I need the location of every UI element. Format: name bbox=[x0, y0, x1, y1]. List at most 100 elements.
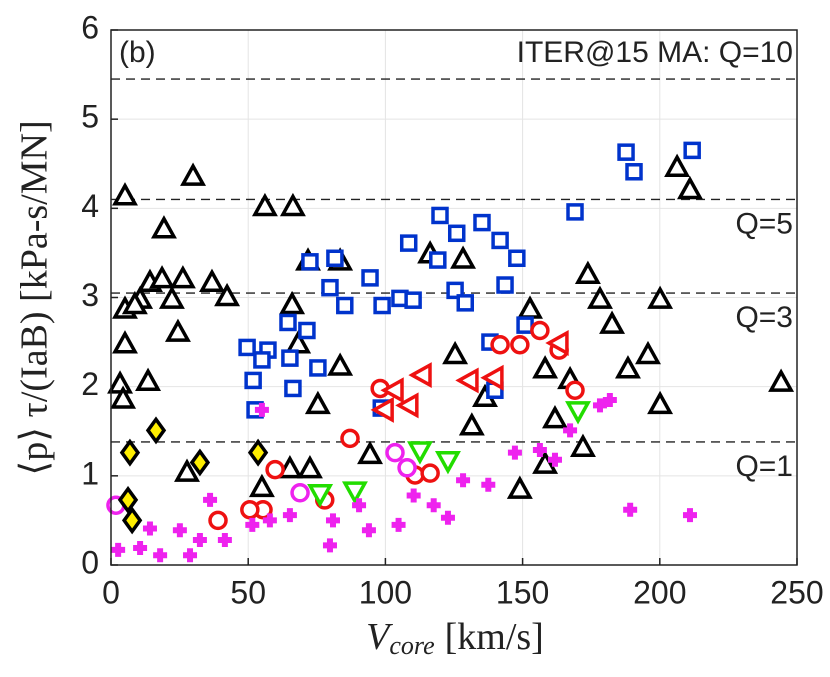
point bbox=[169, 265, 196, 289]
point bbox=[238, 338, 256, 357]
point bbox=[623, 502, 638, 517]
point bbox=[565, 401, 592, 425]
point bbox=[253, 351, 271, 369]
point bbox=[508, 249, 526, 268]
point bbox=[112, 182, 138, 206]
point bbox=[174, 458, 200, 482]
point bbox=[380, 377, 404, 404]
point bbox=[397, 458, 417, 478]
point bbox=[516, 316, 534, 334]
point bbox=[119, 438, 141, 467]
point bbox=[547, 452, 562, 467]
reference-label: ITER@15 MA: Q=10 bbox=[517, 36, 793, 69]
point bbox=[408, 362, 432, 389]
point bbox=[149, 265, 176, 289]
point bbox=[117, 485, 139, 514]
point bbox=[446, 281, 464, 300]
point bbox=[530, 320, 550, 341]
point bbox=[214, 282, 241, 307]
point bbox=[370, 396, 394, 423]
point bbox=[569, 433, 596, 457]
point bbox=[121, 506, 143, 535]
point bbox=[647, 285, 674, 309]
y-tick-label: 4 bbox=[81, 188, 99, 224]
point bbox=[625, 163, 643, 181]
panel-label: (b) bbox=[119, 36, 156, 69]
x-label-unit: [km/s] bbox=[445, 616, 544, 658]
point bbox=[507, 445, 522, 460]
point bbox=[282, 508, 297, 523]
point bbox=[473, 213, 491, 232]
plot-frame bbox=[110, 29, 798, 566]
point bbox=[532, 355, 559, 379]
point bbox=[304, 390, 331, 415]
point bbox=[199, 268, 225, 292]
point bbox=[340, 428, 360, 449]
x-label-subscript: core bbox=[389, 631, 434, 660]
point bbox=[532, 450, 559, 474]
point bbox=[183, 548, 198, 563]
point bbox=[456, 294, 475, 312]
point bbox=[510, 335, 530, 355]
point bbox=[208, 510, 228, 531]
point bbox=[456, 473, 471, 488]
point bbox=[307, 484, 334, 508]
x-tick-label: 250 bbox=[770, 574, 823, 610]
x-tick-label: 200 bbox=[633, 574, 686, 610]
point bbox=[574, 260, 601, 284]
y-tick-label: 1 bbox=[81, 455, 99, 491]
point bbox=[248, 473, 275, 498]
y-axis-label: ⟨p⟩ τ/(IaB) [kPa-s/MN] bbox=[14, 120, 56, 475]
y-tick-label: 5 bbox=[81, 99, 99, 135]
point bbox=[682, 508, 697, 523]
x-tick-label: 100 bbox=[359, 574, 412, 610]
point bbox=[326, 249, 344, 268]
y-tick-label: 3 bbox=[81, 277, 99, 313]
point bbox=[677, 175, 703, 200]
point bbox=[426, 498, 441, 513]
point bbox=[455, 367, 479, 394]
point bbox=[341, 481, 368, 505]
reference-label: Q=5 bbox=[735, 207, 793, 240]
y-tick-label: 6 bbox=[81, 9, 99, 45]
point bbox=[407, 441, 433, 465]
point bbox=[635, 340, 661, 365]
point bbox=[399, 234, 418, 252]
point bbox=[429, 251, 447, 269]
point bbox=[450, 245, 477, 269]
point bbox=[431, 206, 449, 225]
point bbox=[327, 352, 354, 376]
point bbox=[121, 290, 148, 315]
point bbox=[592, 398, 607, 413]
point bbox=[545, 330, 569, 356]
point bbox=[496, 276, 514, 294]
point bbox=[617, 143, 635, 161]
point bbox=[542, 405, 568, 429]
point bbox=[189, 448, 211, 477]
point bbox=[361, 523, 376, 538]
point bbox=[296, 454, 323, 479]
point bbox=[506, 475, 533, 499]
point bbox=[357, 440, 384, 465]
point bbox=[321, 278, 339, 297]
point bbox=[150, 215, 177, 239]
point bbox=[279, 192, 306, 217]
point bbox=[614, 355, 641, 379]
point bbox=[664, 153, 691, 177]
point bbox=[391, 517, 406, 532]
point bbox=[480, 364, 504, 391]
point bbox=[458, 412, 485, 436]
point bbox=[254, 402, 269, 417]
point bbox=[325, 513, 340, 528]
point bbox=[406, 488, 421, 503]
point bbox=[262, 513, 277, 528]
point bbox=[112, 330, 138, 354]
y-tick-label: 0 bbox=[81, 544, 99, 580]
point bbox=[158, 285, 185, 309]
point bbox=[434, 451, 461, 475]
reference-label: Q=3 bbox=[735, 301, 793, 334]
point bbox=[361, 269, 379, 287]
point bbox=[565, 380, 585, 400]
